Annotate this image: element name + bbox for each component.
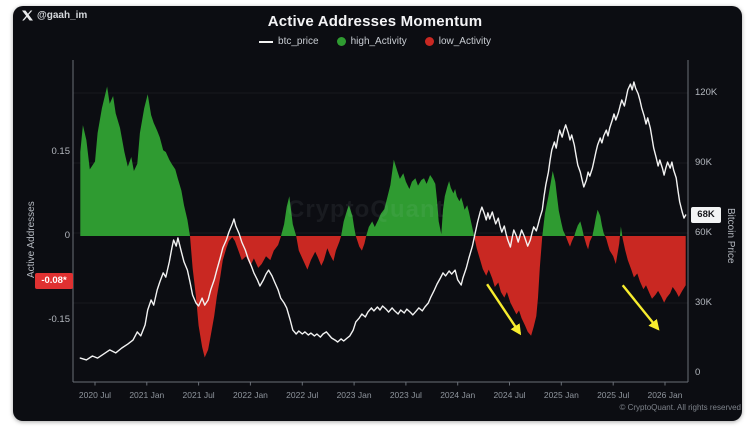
line-swatch-icon (259, 40, 274, 43)
low-activity-area (80, 236, 686, 358)
axis-tick-label: -0.15 (48, 314, 70, 325)
axis-tick-label: 90K (695, 156, 712, 168)
high-activity-area (80, 86, 686, 236)
legend-label: low_Activity (438, 36, 491, 47)
green-dot-icon (336, 37, 346, 46)
axis-tick-label: 2023 Jan (336, 390, 372, 400)
btc-price-line (79, 81, 687, 361)
legend-label: high_Activity (350, 36, 407, 47)
legend-item-high-activity[interactable]: high_Activity (336, 36, 407, 47)
axis-tick-label: 2024 Jan (440, 390, 476, 400)
price-current-value-badge: 68K (691, 207, 721, 224)
axis-tick-label: 2023 Jul (389, 390, 422, 400)
annotation-arrows (486, 283, 660, 336)
copyright-text: © CryptoQuant. All rights reserved (619, 403, 742, 412)
axis-tick-label: 2025 Jan (543, 390, 579, 400)
legend-item-low-activity[interactable]: low_Activity (424, 36, 491, 47)
momentum-current-value-badge: -0.08* (35, 272, 73, 289)
legend-label: btc_price (278, 36, 319, 47)
axis-tick-label: 0.15 (51, 146, 71, 157)
chart-legend: btc_price high_Activity low_Activity (0, 36, 750, 47)
legend-item-btc-price[interactable]: btc_price (259, 36, 319, 47)
axis-tick-label: 120K (695, 86, 718, 98)
axis-tick-label: 2025 Jul (597, 390, 630, 400)
x-tick-marks (94, 382, 666, 386)
x-logo-icon (22, 10, 33, 21)
axis-tick-label: 2022 Jul (286, 390, 319, 400)
axis-tick-label: 0 (64, 230, 70, 241)
cryptoquant-watermark: CryptoQuant (287, 196, 445, 223)
author-handle: @gaah_im (22, 10, 87, 21)
axis-tick-label: 30K (695, 296, 712, 308)
author-handle-text: @gaah_im (37, 10, 88, 21)
axis-frame (72, 60, 689, 383)
axis-tick-label: 2024 Jul (493, 390, 526, 400)
axis-tick-label: 2026 Jan (647, 390, 683, 400)
axis-tick-label: 0 (695, 367, 701, 378)
axis-tick-label: 2021 Jan (129, 390, 165, 400)
axis-tick-label: 2022 Jan (232, 390, 268, 400)
axis-tick-label: 2021 Jul (182, 390, 215, 400)
chart-title: Active Addresses Momentum (267, 13, 483, 30)
right-axis-title: Bitcoin Price (725, 208, 736, 264)
axis-tick-label: 2020 Jul (78, 390, 112, 400)
axis-tick-label: 60K (695, 226, 712, 238)
red-dot-icon (424, 37, 434, 46)
